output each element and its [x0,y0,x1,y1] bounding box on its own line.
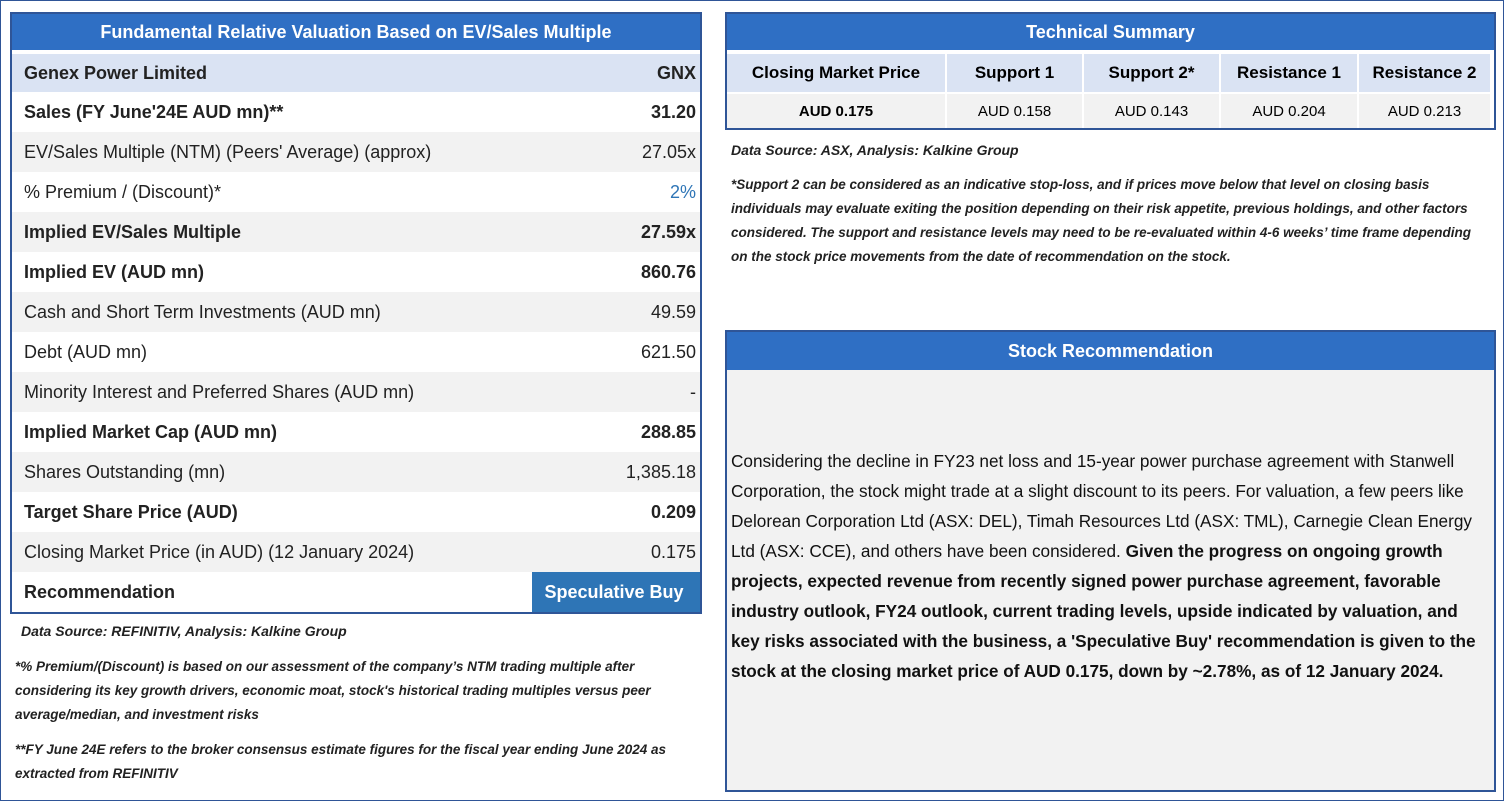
row-label: Target Share Price (AUD) [24,501,238,522]
recommendation-row: Recommendation Speculative Buy [12,572,700,612]
row-value: 860.76 [640,261,696,282]
technical-note: *Support 2 can be considered as an indic… [731,177,1471,264]
column-header: Resistance 2 [1359,54,1490,92]
valuation-row: Cash and Short Term Investments (AUD mn)… [12,292,700,332]
price-level: AUD 0.213 [1359,94,1490,128]
recommendation-value: Speculative Buy [532,572,700,612]
row-value: 49.59 [650,301,696,322]
valuation-row: Shares Outstanding (mn) 1,385.18 [12,452,700,492]
row-label: Implied EV (AUD mn) [24,261,205,282]
price-level: AUD 0.175 [727,94,945,128]
row-value: 288.85 [640,421,696,442]
row-value: 2% [669,181,696,202]
row-label: Implied EV/Sales Multiple [24,221,242,242]
text: Considering the decline in FY23 net loss… [731,451,1472,561]
row-value: 621.50 [640,341,696,362]
column-header: Support 1 [947,54,1082,92]
technical-title: Technical Summary [727,14,1494,50]
bold-text: Given the progress on ongoing growth pro… [731,541,1476,681]
technical-table: Technical Summary Closing Market Price Su… [725,12,1496,130]
technical-source: Data Source: ASX, Analysis: Kalkine Grou… [731,142,1019,158]
valuation-rows: Sales (FY June'24E AUD mn)** 31.20 EV/Sale… [12,92,700,572]
company-name: Genex Power Limited [24,62,208,83]
row-label: EV/Sales Multiple (NTM) (Peers' Average)… [24,141,432,162]
row-label: % Premium / (Discount)* [24,181,222,202]
price-level: AUD 0.204 [1221,94,1357,128]
recommendation-label: Recommendation [24,581,176,602]
valuation-title: Fundamental Relative Valuation Based on … [12,14,700,50]
row-label: Implied Market Cap (AUD mn) [24,421,278,442]
valuation-row: Implied EV (AUD mn) 860.76 [12,252,700,292]
row-value: 31.20 [650,101,696,122]
valuation-row: Target Share Price (AUD) 0.209 [12,492,700,532]
valuation-row: Minority Interest and Preferred Shares (… [12,372,700,412]
row-value: 1,385.18 [625,461,696,482]
row-label: Sales (FY June'24E AUD mn)** [24,101,284,122]
row-value: - [690,381,696,402]
row-label: Closing Market Price (in AUD) (12 Januar… [24,541,415,562]
column-header: Closing Market Price [727,54,945,92]
valuation-row: Closing Market Price (in AUD) (12 Januar… [12,532,700,572]
valuation-row: Debt (AUD mn) 621.50 [12,332,700,372]
valuation-row: Sales (FY June'24E AUD mn)** 31.20 [12,92,700,132]
technical-headers: Closing Market Price Support 1 Support 2* R… [727,50,1494,92]
row-value: 0.175 [650,541,696,562]
technical-values: AUD 0.175 AUD 0.158 AUD 0.143 AUD 0.204 AUD … [727,92,1494,128]
row-label: Debt (AUD mn) [24,341,148,362]
valuation-note: **FY June 24E refers to the broker conse… [15,742,666,781]
valuation-row: EV/Sales Multiple (NTM) (Peers' Average)… [12,132,700,172]
column-header: Resistance 1 [1221,54,1357,92]
recommendation-text: Considering the decline in FY23 net loss… [727,446,1494,686]
row-value: 27.59x [640,221,696,242]
price-level: AUD 0.143 [1084,94,1219,128]
price-level: AUD 0.158 [947,94,1082,128]
valuation-row: Implied Market Cap (AUD mn) 288.85 [12,412,700,452]
row-label: Cash and Short Term Investments (AUD mn) [24,301,381,322]
stock-recommendation-title: Stock Recommendation [727,332,1494,370]
valuation-row: % Premium / (Discount)* 2% [12,172,700,212]
valuation-note: *% Premium/(Discount) is based on our as… [15,659,651,722]
row-label: Shares Outstanding (mn) [24,461,226,482]
ticker: GNX [656,62,696,83]
valuation-source: Data Source: REFINITIV, Analysis: Kalkin… [21,623,347,639]
row-value: 27.05x [641,141,696,162]
row-value: 0.209 [650,501,696,522]
header-row: Genex Power Limited GNX [12,54,700,92]
column-header: Support 2* [1084,54,1219,92]
row-label: Minority Interest and Preferred Shares (… [24,381,415,402]
valuation-table: Fundamental Relative Valuation Based on … [10,12,702,614]
stock-recommendation: Stock Recommendation Considering the dec… [725,330,1496,792]
valuation-row: Implied EV/Sales Multiple 27.59x [12,212,700,252]
